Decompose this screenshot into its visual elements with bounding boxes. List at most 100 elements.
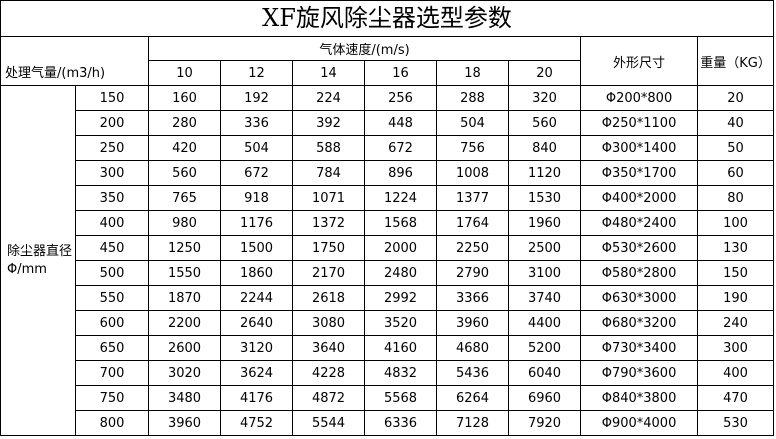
diameter: 250 bbox=[74, 135, 150, 161]
data-row: 400 980 1176 1372 1568 1764 1960 Φ480*2400 100 bbox=[1, 210, 775, 236]
diameter: 700 bbox=[74, 360, 150, 386]
weight: 50 bbox=[697, 135, 775, 161]
diameter: 150 bbox=[74, 85, 150, 111]
airflow: 2640 bbox=[220, 310, 294, 336]
speed-value: 12 bbox=[220, 60, 294, 86]
weight: 300 bbox=[697, 335, 775, 361]
airflow: 784 bbox=[292, 160, 366, 186]
dimensions: Φ840*3800 bbox=[580, 385, 699, 411]
dimensions: Φ400*2000 bbox=[580, 185, 699, 211]
airflow: 3960 bbox=[148, 410, 222, 436]
diameter-label: 除尘器直径Φ/mm bbox=[0, 85, 76, 436]
airflow: 588 bbox=[292, 135, 366, 161]
diameter: 400 bbox=[74, 210, 150, 236]
airflow: 288 bbox=[436, 85, 510, 111]
airflow: 2992 bbox=[364, 285, 438, 311]
airflow: 504 bbox=[220, 135, 294, 161]
data-row: 800 3960 4752 5544 6336 7128 7920 Φ900*4000 530 bbox=[1, 410, 775, 436]
data-row: 除尘器直径Φ/mm 150 160 192 224 256 288 320 Φ200*800 20 bbox=[0, 85, 775, 436]
data-row: 650 2600 3120 3640 4160 4680 5200 Φ730*3400 300 bbox=[1, 335, 775, 361]
airflow: 5436 bbox=[436, 360, 510, 386]
airflow: 5200 bbox=[508, 335, 582, 361]
data-row: 500 1550 1860 2170 2480 2790 3100 Φ580*2800 150 bbox=[1, 260, 775, 286]
airflow: 1960 bbox=[508, 210, 582, 236]
airflow: 4752 bbox=[220, 410, 294, 436]
airflow: 1764 bbox=[436, 210, 510, 236]
airflow: 672 bbox=[220, 160, 294, 186]
airflow: 392 bbox=[292, 110, 366, 136]
airflow: 2600 bbox=[148, 335, 222, 361]
airflow: 1870 bbox=[148, 285, 222, 311]
weight: 470 bbox=[697, 385, 775, 411]
airflow: 160 bbox=[148, 85, 222, 111]
airflow: 4160 bbox=[364, 335, 438, 361]
diameter: 650 bbox=[74, 335, 150, 361]
dimensions: Φ730*3400 bbox=[580, 335, 699, 361]
airflow: 420 bbox=[148, 135, 222, 161]
data-row: 300 560 672 784 896 1008 1120 Φ350*1700 60 bbox=[1, 160, 775, 186]
data-row: 250 420 504 588 672 756 840 Φ300*1400 50 bbox=[1, 135, 775, 161]
weight: 100 bbox=[697, 210, 775, 236]
speed-value: 18 bbox=[436, 60, 510, 86]
airflow: 756 bbox=[436, 135, 510, 161]
airflow: 560 bbox=[148, 160, 222, 186]
speed-value: 16 bbox=[364, 60, 438, 86]
diameter: 750 bbox=[74, 385, 150, 411]
airflow: 280 bbox=[148, 110, 222, 136]
table-header: 处理气量/(m3/h) 气体速度/(m/s) 外形尺寸 重量（KG） 10 12 14 16 1… bbox=[0, 36, 775, 86]
airflow: 3480 bbox=[148, 385, 222, 411]
airflow: 3366 bbox=[436, 285, 510, 311]
data-row: 350 765 918 1071 1224 1377 1530 Φ400*2000 80 bbox=[1, 185, 775, 211]
airflow: 4400 bbox=[508, 310, 582, 336]
airflow: 3624 bbox=[220, 360, 294, 386]
diameter: 450 bbox=[74, 235, 150, 261]
airflow: 4680 bbox=[436, 335, 510, 361]
airflow: 840 bbox=[508, 135, 582, 161]
airflow: 224 bbox=[292, 85, 366, 111]
airflow: 2170 bbox=[292, 260, 366, 286]
data-row: 550 1870 2244 2618 2992 3366 3740 Φ630*3000 190 bbox=[1, 285, 775, 311]
airflow: 560 bbox=[508, 110, 582, 136]
header-row: 10 12 14 16 18 20 bbox=[1, 60, 774, 86]
airflow: 2790 bbox=[436, 260, 510, 286]
weight-label: 重量（KG） bbox=[697, 36, 775, 86]
weight: 130 bbox=[697, 235, 775, 261]
airflow: 1372 bbox=[292, 210, 366, 236]
airflow: 1568 bbox=[364, 210, 438, 236]
airflow: 1250 bbox=[148, 235, 222, 261]
flow-label: 处理气量/(m3/h) bbox=[0, 36, 150, 86]
airflow: 2000 bbox=[364, 235, 438, 261]
airflow: 2250 bbox=[436, 235, 510, 261]
airflow: 3100 bbox=[508, 260, 582, 286]
dimensions: Φ580*2800 bbox=[580, 260, 699, 286]
airflow: 1008 bbox=[436, 160, 510, 186]
airflow: 5544 bbox=[292, 410, 366, 436]
data-row: 750 3480 4176 4872 5568 6264 6960 Φ840*3800 470 bbox=[1, 385, 775, 411]
weight: 20 bbox=[697, 85, 775, 111]
airflow: 192 bbox=[220, 85, 294, 111]
airflow: 3080 bbox=[292, 310, 366, 336]
airflow: 1550 bbox=[148, 260, 222, 286]
dimensions: Φ300*1400 bbox=[580, 135, 699, 161]
airflow: 1860 bbox=[220, 260, 294, 286]
airflow: 1071 bbox=[292, 185, 366, 211]
dimensions: Φ480*2400 bbox=[580, 210, 699, 236]
airflow: 765 bbox=[148, 185, 222, 211]
airflow: 918 bbox=[220, 185, 294, 211]
table-body: 除尘器直径Φ/mm 150 160 192 224 256 288 320 Φ200*800 20… bbox=[0, 85, 775, 436]
dimensions: Φ250*1100 bbox=[580, 110, 699, 136]
speed-value: 14 bbox=[292, 60, 366, 86]
dimensions: Φ790*3600 bbox=[580, 360, 699, 386]
dimensions: Φ350*1700 bbox=[580, 160, 699, 186]
airflow: 3640 bbox=[292, 335, 366, 361]
airflow: 1377 bbox=[436, 185, 510, 211]
airflow: 448 bbox=[364, 110, 438, 136]
airflow: 1176 bbox=[220, 210, 294, 236]
airflow: 3120 bbox=[220, 335, 294, 361]
airflow: 6040 bbox=[508, 360, 582, 386]
airflow: 336 bbox=[220, 110, 294, 136]
airflow: 4832 bbox=[364, 360, 438, 386]
data-row: 600 2200 2640 3080 3520 3960 4400 Φ680*3200 240 bbox=[1, 310, 775, 336]
weight: 530 bbox=[697, 410, 775, 436]
